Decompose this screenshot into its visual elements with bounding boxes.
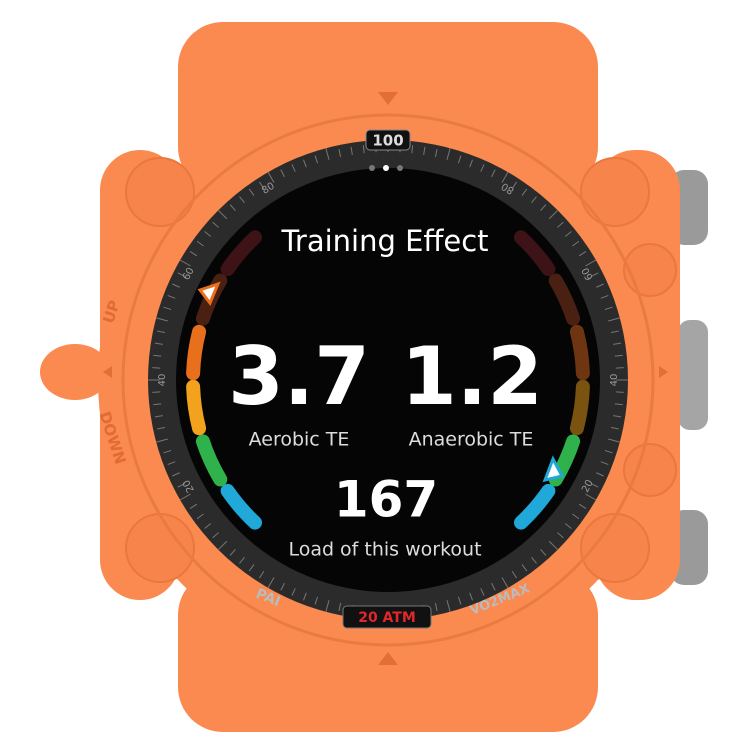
page-dot xyxy=(397,165,403,171)
aerobic-label: Aerobic TE xyxy=(249,429,350,451)
bezel-mark: 40 xyxy=(157,374,168,387)
page-dot xyxy=(369,165,375,171)
bezel-mark: 40 xyxy=(609,374,620,387)
page-dot xyxy=(383,165,389,171)
title: Training Effect xyxy=(280,224,488,258)
gauge-segment xyxy=(577,332,583,373)
load-value: 167 xyxy=(334,471,438,529)
aerobic-value: 3.7 xyxy=(228,330,370,423)
bezel-atm: 20 ATM xyxy=(358,610,416,626)
button[interactable] xyxy=(678,320,708,430)
bezel-top: 100 xyxy=(372,132,403,150)
anaerobic-value: 1.2 xyxy=(401,330,543,423)
load-label: Load of this workout xyxy=(288,539,481,561)
gauge-segment xyxy=(193,332,199,373)
anaerobic-label: Anaerobic TE xyxy=(409,429,534,451)
gauge-segment xyxy=(193,387,199,428)
gauge-segment xyxy=(577,387,583,428)
